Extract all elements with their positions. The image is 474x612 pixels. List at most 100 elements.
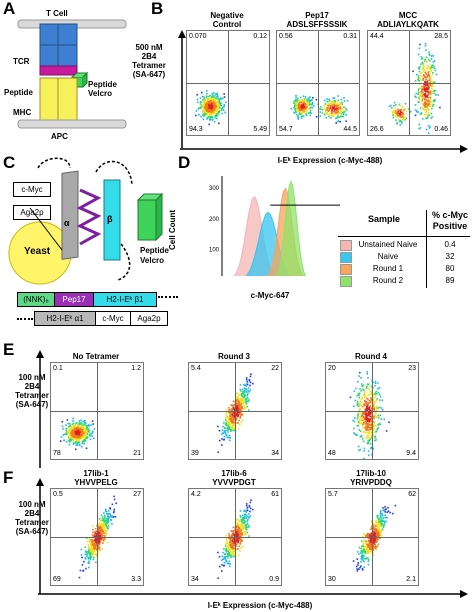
- table-sample-name: Naive: [377, 252, 399, 261]
- table-header-sample: Sample: [368, 214, 401, 224]
- panel_f-plot-area: 4.2 61 34 0.9: [188, 488, 282, 586]
- quadrant-lower-right-value: 44.5: [343, 126, 357, 133]
- peptide-label: Peptide: [4, 88, 33, 97]
- quadrant-lower-right-value: 9.4: [406, 450, 416, 457]
- quadrant-lower-right-value: 5.49: [253, 126, 267, 133]
- table-percent-value: 32: [445, 252, 455, 261]
- quadrant-upper-left-value: 5.7: [328, 491, 338, 498]
- panel_b-plot-area: 0.56 0.31 54.7 44.5: [276, 30, 360, 136]
- tcell-label: T Cell: [46, 9, 68, 18]
- panel_f-dot-cloud: [352, 504, 397, 572]
- panel-f-y-arrow: [36, 478, 44, 594]
- quadrant-upper-right-value: 0.12: [253, 33, 267, 40]
- legend-swatch: [340, 240, 352, 251]
- panel-d-xlabel: c-Myc-647: [250, 291, 290, 300]
- panel-letter-c: C: [3, 153, 16, 172]
- mhc-label: MHC: [13, 108, 32, 117]
- table-sample-name: Unstained Naive: [358, 240, 418, 249]
- quadrant-upper-left-value: 5.4: [191, 365, 201, 372]
- quadrant-lower-right-value: 21: [133, 450, 141, 457]
- panel_f-plot-title: 17lib-6 YVVVPDGT: [212, 469, 256, 487]
- legend-swatch: [340, 264, 352, 275]
- histogram-ytick: 100: [209, 247, 220, 253]
- panel-letter-d: D: [178, 153, 191, 172]
- table-header-percent: % c-Myc Positive: [431, 210, 468, 231]
- quadrant-upper-left-value: 0.070: [189, 33, 207, 40]
- panel_e-plot-area: 0.1 1.2 78 21: [50, 362, 144, 460]
- panel_b-plot-area: 0.070 0.12 94.3 5.49: [186, 30, 270, 136]
- quadrant-upper-right-value: 1.2: [131, 365, 141, 372]
- table-header-rule: [338, 236, 470, 237]
- panel_e-dot-cloud: [59, 417, 96, 451]
- panel-d-ylabel: Cell Count: [168, 210, 177, 250]
- panel_e-plot-title: Round 4: [355, 352, 387, 361]
- panel-a-diagram: T Cell TCR Peptide MHC APC Peptide Velcr…: [0, 0, 150, 150]
- quadrant-upper-right-value: 0.31: [343, 33, 357, 40]
- quadrant-lower-right-value: 3.3: [131, 576, 141, 583]
- panel_b-dot-cloud: [194, 90, 227, 126]
- quadrant-upper-right-value: 28.5: [434, 33, 448, 40]
- quadrant-upper-right-value: 22: [271, 365, 279, 372]
- apc-label: APC: [51, 132, 68, 141]
- table-sample-name: Round 2: [372, 276, 404, 285]
- construct-alpha1-segment: H2-I-Eᵏ α1: [34, 311, 96, 326]
- legend-swatch: [340, 252, 352, 263]
- panel-c-diagram: c-Myc Aga2p Yeast α β Peptide Velcro: [0, 150, 178, 335]
- panel_f-plot-area: 5.7 62 30 2.1: [325, 488, 419, 586]
- panel-f-x-arrow: [38, 590, 468, 598]
- quadrant-gate-horizontal: [51, 411, 143, 412]
- panel_e-plot-title: No Tetramer: [72, 352, 120, 361]
- quadrant-lower-left-value: 39: [191, 450, 199, 457]
- panel_e-plot-title: Round 3: [218, 352, 250, 361]
- panel-b-ylabel: 500 nM 2B4 Tetramer (SA-647): [132, 43, 166, 79]
- yeast-display-illustration: [8, 157, 164, 285]
- table-percent-value: 0.4: [444, 240, 456, 249]
- quadrant-upper-left-value: 0.56: [279, 33, 293, 40]
- quadrant-upper-left-value: 0.5: [53, 491, 63, 498]
- panel-e-ylabel: 100 nM 2B4 Tetramer (SA-647): [15, 373, 49, 409]
- quadrant-upper-left-value: 20: [328, 365, 336, 372]
- panel-f-ylabel: 100 nM 2B4 Tetramer (SA-647): [15, 500, 49, 536]
- quadrant-lower-left-value: 34: [191, 576, 199, 583]
- quadrant-lower-right-value: 34: [271, 450, 279, 457]
- panel_f-plot-title: 17lib-1 YHVVPELG: [74, 469, 118, 487]
- quadrant-lower-right-value: 2.1: [406, 576, 416, 583]
- histogram-ytick: 300: [209, 186, 220, 192]
- panel-letter-e: E: [3, 340, 15, 359]
- quadrant-gate-horizontal: [277, 83, 359, 84]
- peptide-velcro-label-c: Peptide Velcro: [140, 246, 169, 265]
- quadrant-lower-right-value: 0.9: [269, 576, 279, 583]
- quadrant-lower-left-value: 48: [328, 450, 336, 457]
- panel_b-plot-title: MCC ADLIAYLKQATK: [377, 11, 439, 29]
- quadrant-gate-horizontal: [187, 83, 269, 84]
- panel_b-dot-cloud: [388, 42, 441, 134]
- quadrant-lower-left-value: 69: [53, 576, 61, 583]
- quadrant-gate-horizontal: [326, 411, 418, 412]
- histogram-ytick: 200: [209, 217, 220, 223]
- quadrant-gate-horizontal: [189, 537, 281, 538]
- panel_e-plot-area: 5.4 22 39 34: [188, 362, 282, 460]
- quadrant-gate-horizontal: [189, 411, 281, 412]
- quadrant-lower-left-value: 78: [53, 450, 61, 457]
- table-percent-value: 89: [445, 276, 455, 285]
- panel_f-plot-area: 0.5 27 69 3.3: [50, 488, 144, 586]
- quadrant-lower-left-value: 26.6: [370, 126, 384, 133]
- table-sample-name: Round 1: [372, 264, 404, 273]
- histogram-curve: [267, 187, 304, 276]
- panel-letter-b: B: [151, 0, 164, 18]
- aga2p-box: Aga2p: [13, 205, 51, 220]
- construct-cmyc-segment: c-Myc: [95, 311, 131, 326]
- yeast-label: Yeast: [24, 246, 51, 257]
- quadrant-upper-right-value: 61: [271, 491, 279, 498]
- quadrant-lower-left-value: 94.3: [189, 126, 203, 133]
- tcr-mhc-illustration: [17, 19, 127, 129]
- quadrant-upper-right-value: 62: [408, 491, 416, 498]
- construct-pep17-segment: Pep17: [54, 292, 94, 307]
- tcr-label: TCR: [13, 57, 30, 66]
- panel-b-x-arrow: [180, 145, 468, 153]
- panel_b-plot-title: Negative Control: [210, 11, 244, 29]
- legend-swatch: [340, 276, 352, 287]
- construct-row2-dots: [17, 318, 33, 320]
- panel-e-y-arrow: [36, 350, 44, 468]
- construct-beta1-segment: H2-I-Eᵏ β1: [93, 292, 157, 307]
